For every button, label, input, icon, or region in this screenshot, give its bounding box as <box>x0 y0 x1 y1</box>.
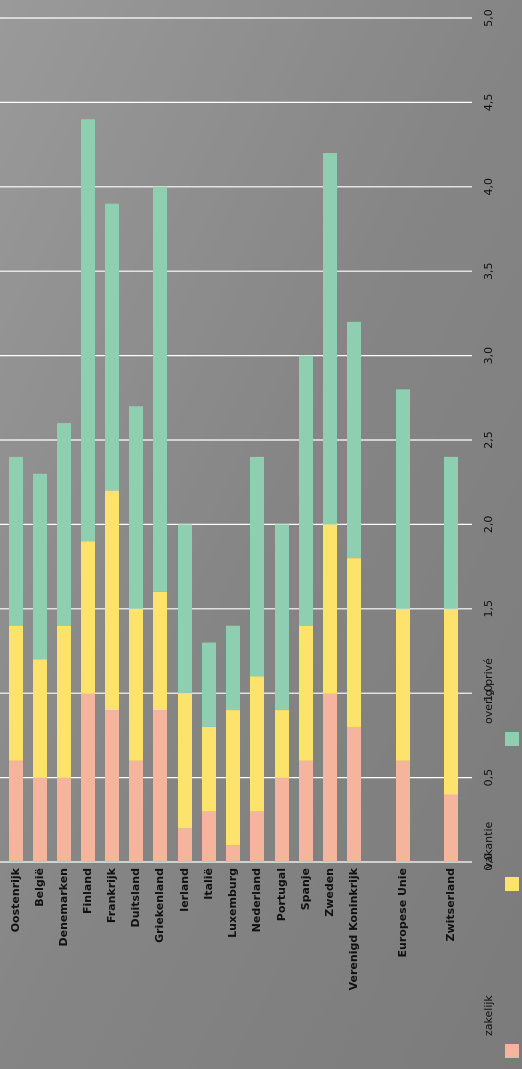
x-tick-label: Luxemburg <box>226 868 239 938</box>
bar-segment <box>81 541 95 694</box>
x-tick-label: Denemarken <box>57 868 70 947</box>
bar-segment <box>81 119 95 542</box>
y-tick-label: 4,5 <box>482 94 495 112</box>
bar-segment <box>226 625 240 711</box>
bar-segment <box>396 389 410 609</box>
bar-segment <box>129 760 143 862</box>
bar-segment <box>347 558 361 727</box>
x-tick-label: Zweden <box>323 868 336 917</box>
bar-segment <box>57 423 71 626</box>
bar-segment <box>9 456 23 626</box>
bar-segment <box>444 608 458 795</box>
bar-segment <box>347 726 361 862</box>
bar-segment <box>129 406 143 609</box>
x-tick-label: Europese Unie <box>396 868 409 958</box>
y-tick-label: 4,0 <box>482 178 495 196</box>
bar-segment <box>323 524 337 694</box>
bar-segment <box>33 659 47 778</box>
bar-segment <box>57 777 71 862</box>
bar-segment <box>299 625 313 761</box>
bar-segment <box>33 473 47 660</box>
y-tick-label: 0,0 <box>482 853 495 871</box>
legend-label: vakantie <box>482 821 495 869</box>
bar-segment <box>299 760 313 862</box>
bar-segment <box>250 811 264 862</box>
bar-segment <box>226 845 240 862</box>
bar-segment <box>396 608 410 761</box>
y-tick-label: 1,5 <box>482 600 495 618</box>
y-tick-label: 2,0 <box>482 516 495 534</box>
bar-segment <box>323 153 337 525</box>
x-tick-label: Verenigd Koninkrijk <box>347 867 360 990</box>
bar-segment <box>275 710 289 778</box>
bar-segment <box>178 828 192 862</box>
bar-segment <box>226 710 240 846</box>
bar-segment <box>202 726 216 812</box>
bar-segment <box>105 490 119 711</box>
x-tick-label: Oostenrijk <box>9 867 22 932</box>
y-tick-label: 3,0 <box>482 347 495 365</box>
bar-segment <box>444 456 458 609</box>
legend-label: zakelijk <box>482 995 495 1036</box>
legend-swatch <box>505 877 519 891</box>
bar-segment <box>153 186 167 592</box>
x-tick-label: Zwitserland <box>444 868 457 942</box>
legend-swatch <box>505 732 519 746</box>
bar-segment <box>250 456 264 677</box>
bar-segment <box>178 524 192 694</box>
bar-segment <box>178 693 192 829</box>
x-tick-label: Italië <box>202 868 215 900</box>
x-tick-label: Ierland <box>178 868 191 912</box>
y-tick-label: 3,5 <box>482 262 495 280</box>
bar-segment <box>153 710 167 862</box>
y-tick-label: 2,5 <box>482 431 495 449</box>
x-tick-label: Duitsland <box>129 868 142 927</box>
x-tick-label: Nederland <box>250 868 263 932</box>
bar-segment <box>105 203 119 491</box>
bar-segment <box>105 710 119 862</box>
bar-segment <box>153 591 167 711</box>
bar-segment <box>299 355 313 626</box>
x-tick-label: Spanje <box>299 868 312 910</box>
bar-segment <box>9 625 23 761</box>
bar-segment <box>275 777 289 862</box>
bar-segment <box>33 777 47 862</box>
bar-segment <box>9 760 23 862</box>
bar-segment <box>81 693 95 862</box>
bar-segment <box>444 794 458 862</box>
y-tick-label: 1,0 <box>482 684 495 702</box>
x-tick-label: Frankrijk <box>105 867 118 923</box>
x-tick-label: Finland <box>81 868 94 914</box>
bar-segment <box>202 642 216 727</box>
bar-segment <box>396 760 410 862</box>
x-tick-label: Portugal <box>275 868 288 921</box>
bar-segment <box>57 625 71 778</box>
x-tick-label: België <box>33 868 46 907</box>
bar-segment <box>129 608 143 761</box>
y-tick-label: 0,5 <box>482 769 495 787</box>
bar-segment <box>202 811 216 862</box>
y-tick-label: 5,0 <box>482 9 495 27</box>
bar-segment <box>347 321 361 559</box>
bar-segment <box>250 676 264 812</box>
legend-label: overig privé <box>482 658 495 724</box>
bar-segment <box>275 524 289 711</box>
bar-segment <box>323 693 337 862</box>
legend-swatch <box>505 1044 519 1058</box>
x-tick-label: Griekenland <box>153 868 166 943</box>
